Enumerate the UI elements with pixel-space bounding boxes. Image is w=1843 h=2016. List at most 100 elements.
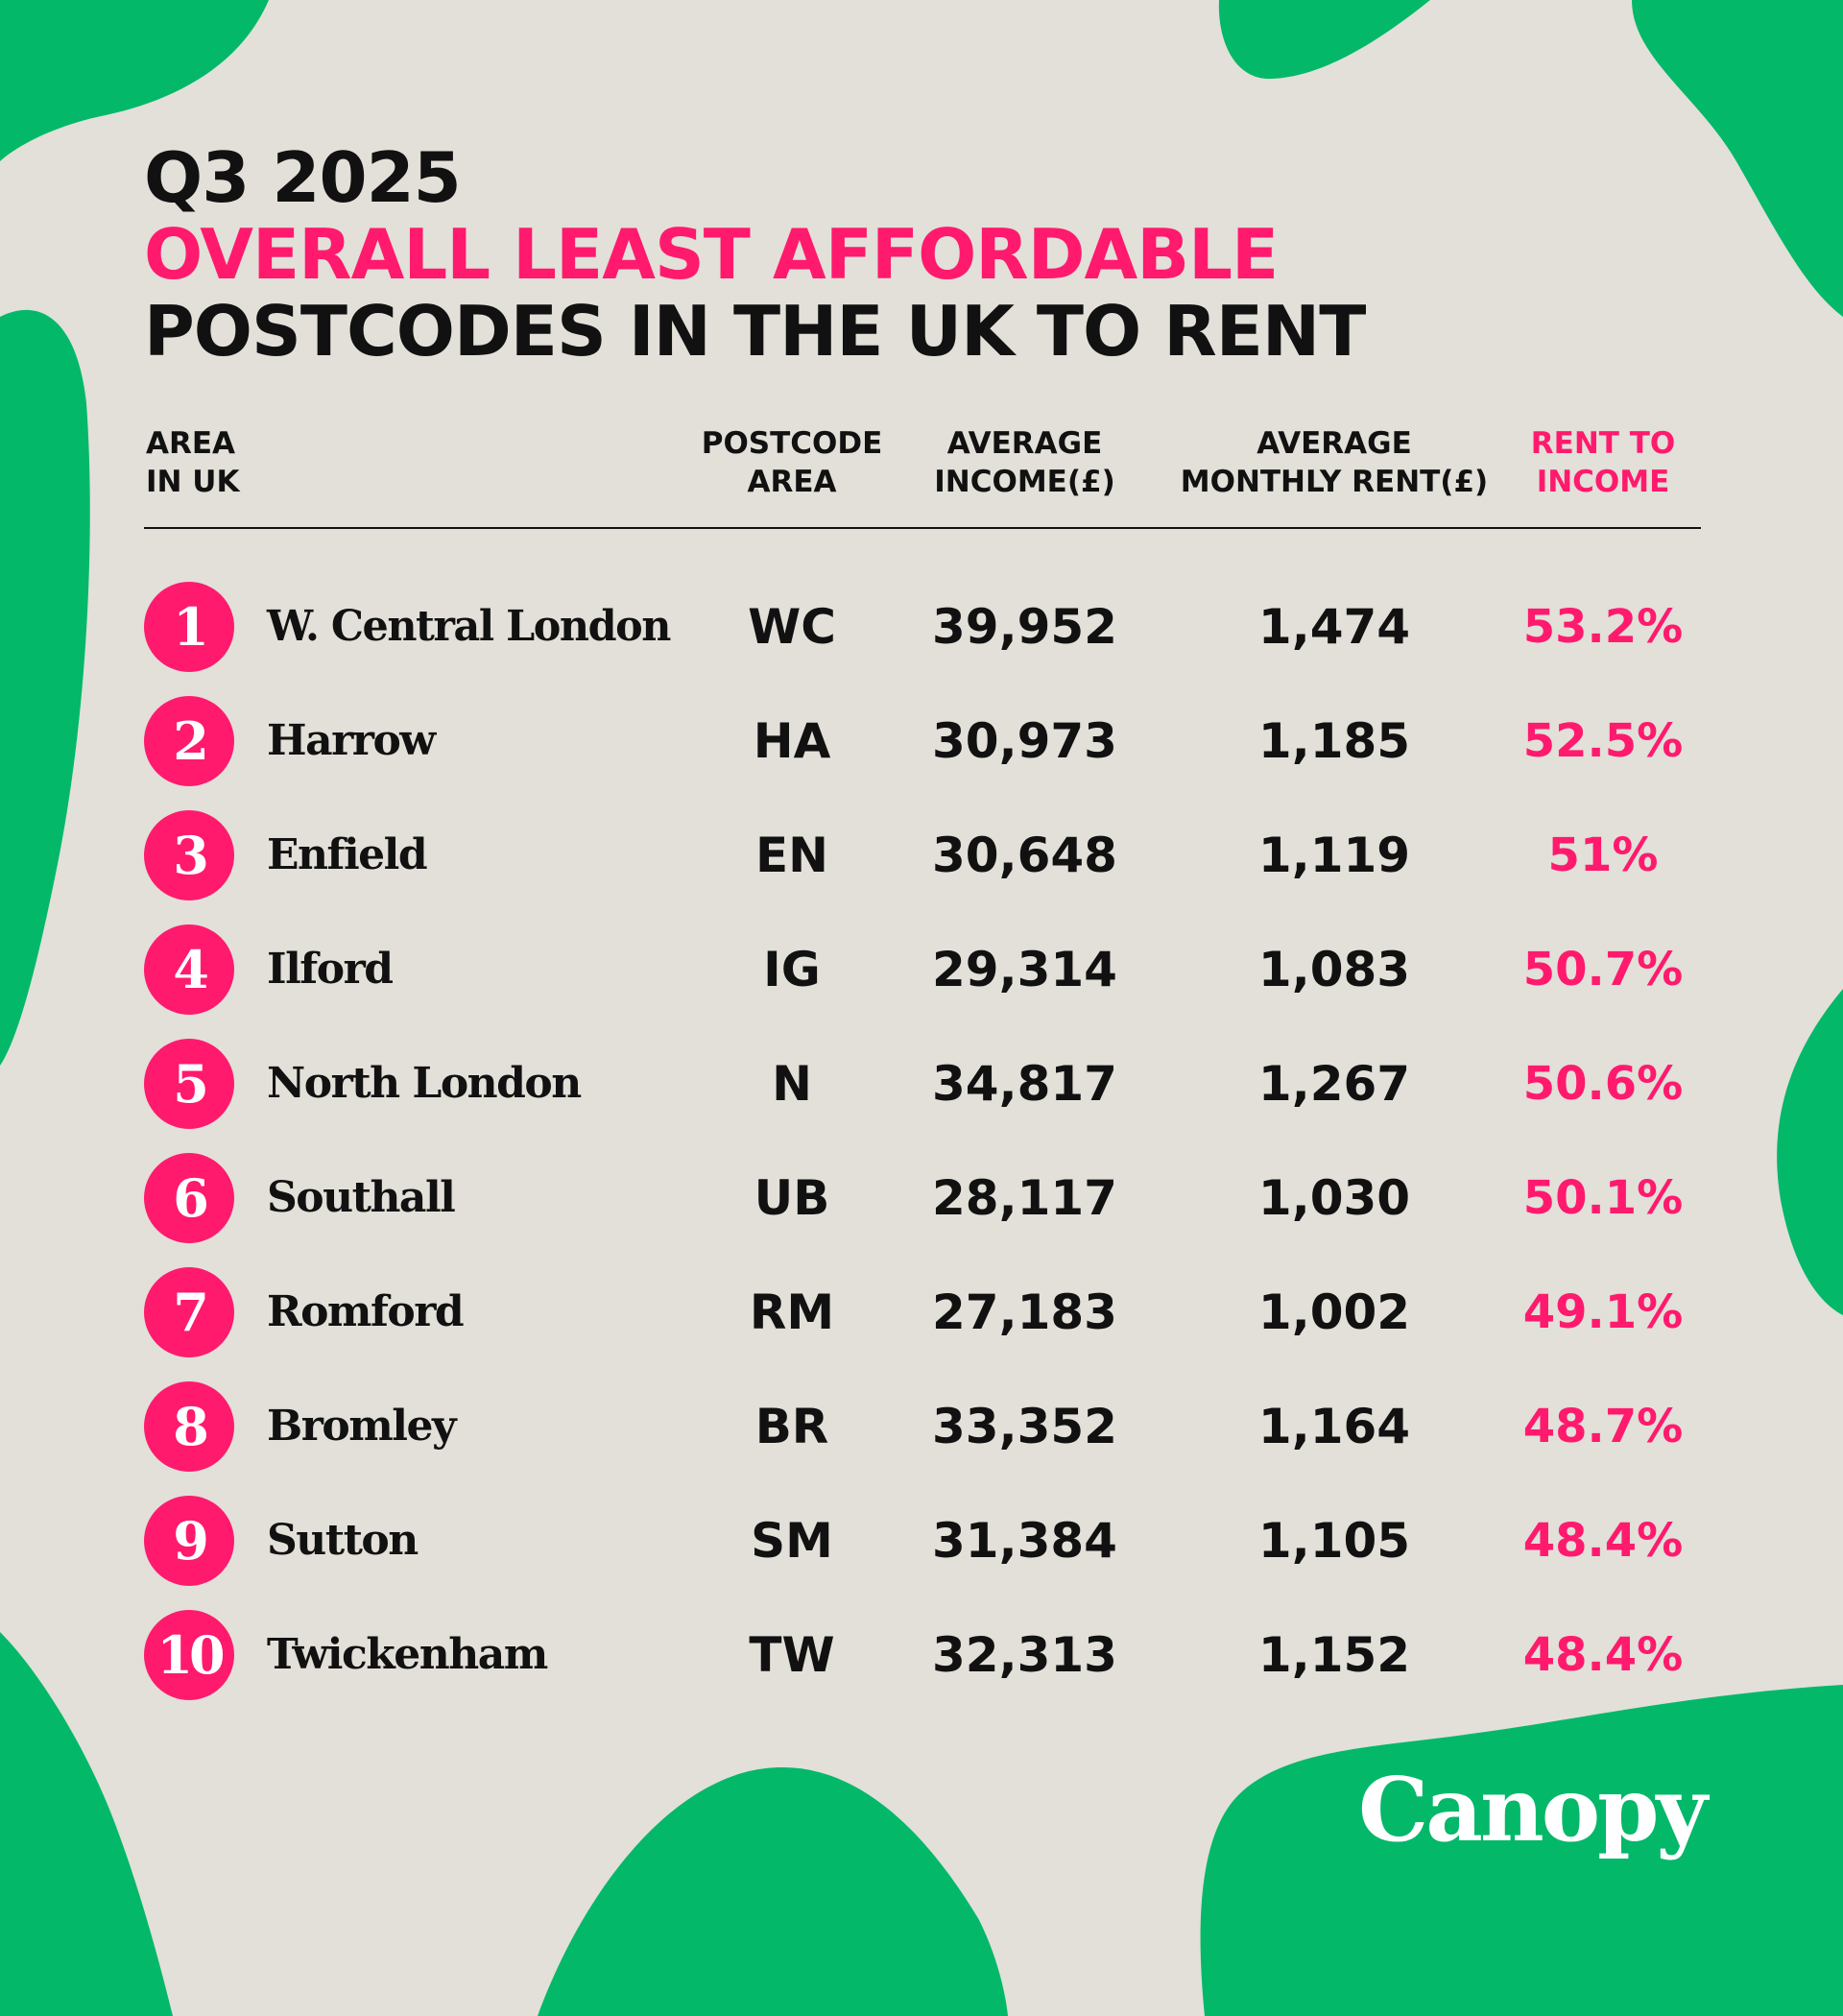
postcode-cell: WC [748, 599, 836, 655]
rent-cell: 1,002 [1257, 1284, 1411, 1340]
area-name: Twickenham [267, 1630, 548, 1679]
income-cell: 33,352 [932, 1399, 1117, 1454]
area-name: Enfield [267, 830, 428, 879]
header-income: AVERAGE INCOME(£) [902, 424, 1147, 501]
rent-to-income-cell: 48.7% [1522, 1400, 1684, 1453]
header-postcode-line1: POSTCODE [701, 426, 883, 461]
blob-top-right [1632, 0, 1843, 317]
title-year: Q3 2025 [144, 137, 462, 218]
rank-badge: 3 [144, 810, 234, 900]
table-row: 9 Sutton SM 31,384 1,105 48.4% [0, 1493, 1843, 1589]
title-subject: POSTCODES IN THE UK TO RENT [144, 291, 1366, 372]
blob-left [0, 309, 90, 1067]
header-rent-line2: MONTHLY RENT(£) [1180, 465, 1489, 499]
rent-to-income-cell: 50.6% [1522, 1057, 1684, 1111]
rank-badge: 8 [144, 1381, 234, 1472]
header-rti-line1: RENT TO [1530, 426, 1676, 461]
rank-badge: 4 [144, 924, 234, 1015]
table-row: 5 North London N 34,817 1,267 50.6% [0, 1036, 1843, 1132]
rank-badge: 2 [144, 696, 234, 786]
postcode-cell: SM [751, 1513, 833, 1569]
table-row: 6 Southall UB 28,117 1,030 50.1% [0, 1150, 1843, 1246]
rent-to-income-cell: 53.2% [1522, 600, 1684, 654]
table-row: 1 W. Central London WC 39,952 1,474 53.2% [0, 579, 1843, 675]
header-postcode: POSTCODE AREA [682, 424, 902, 501]
header-postcode-line2: AREA [747, 465, 837, 499]
rank-badge: 6 [144, 1153, 234, 1243]
blob-top-left [0, 0, 269, 161]
rent-to-income-cell: 52.5% [1522, 714, 1684, 768]
area-name: Romford [267, 1287, 465, 1336]
income-cell: 30,973 [932, 713, 1117, 769]
table-row: 7 Romford RM 27,183 1,002 49.1% [0, 1264, 1843, 1360]
postcode-cell: RM [749, 1284, 835, 1340]
header-income-line2: INCOME(£) [934, 465, 1115, 499]
income-cell: 31,384 [932, 1513, 1117, 1569]
income-cell: 29,314 [932, 942, 1117, 997]
table-row: 2 Harrow HA 30,973 1,185 52.5% [0, 693, 1843, 789]
header-income-line1: AVERAGE [946, 426, 1103, 461]
blob-bottom-right [1200, 1685, 1843, 2016]
blob-top-center [1218, 0, 1430, 80]
postcode-cell: HA [753, 713, 831, 769]
postcode-cell: TW [749, 1627, 835, 1683]
rank-badge: 7 [144, 1267, 234, 1357]
rank-badge: 1 [144, 582, 234, 672]
income-cell: 27,183 [932, 1284, 1117, 1340]
income-cell: 28,117 [932, 1170, 1117, 1226]
income-cell: 39,952 [932, 599, 1117, 655]
table-row: 3 Enfield EN 30,648 1,119 51% [0, 807, 1843, 903]
income-cell: 30,648 [932, 828, 1117, 883]
area-name: North London [267, 1059, 582, 1108]
postcode-cell: UB [754, 1170, 830, 1226]
header-area: AREA IN UK [146, 424, 530, 501]
area-name: Sutton [267, 1516, 419, 1565]
rent-to-income-cell: 51% [1547, 828, 1659, 882]
area-name: Ilford [267, 945, 394, 994]
header-rti-line2: INCOME [1536, 465, 1670, 499]
area-name: W. Central London [267, 602, 671, 651]
table-row: 10 Twickenham TW 32,313 1,152 48.4% [0, 1607, 1843, 1703]
area-name: Bromley [267, 1402, 457, 1451]
rank-badge: 9 [144, 1496, 234, 1586]
rent-to-income-cell: 49.1% [1522, 1285, 1684, 1339]
header-divider [144, 527, 1701, 529]
income-cell: 34,817 [932, 1056, 1117, 1112]
rent-cell: 1,119 [1257, 828, 1411, 883]
postcode-cell: BR [754, 1399, 829, 1454]
area-name: Southall [267, 1173, 456, 1222]
title-highlight: OVERALL LEAST AFFORDABLE [144, 214, 1279, 295]
rent-cell: 1,474 [1257, 599, 1411, 655]
rent-cell: 1,105 [1257, 1513, 1411, 1569]
postcode-cell: IG [763, 942, 821, 997]
rank-badge: 10 [144, 1610, 234, 1700]
table-row: 4 Ilford IG 29,314 1,083 50.7% [0, 922, 1843, 1018]
postcode-cell: EN [754, 828, 828, 883]
postcode-cell: N [772, 1056, 812, 1112]
canopy-logo: Canopy [1358, 1758, 1708, 1861]
rent-cell: 1,267 [1257, 1056, 1411, 1112]
rent-cell: 1,083 [1257, 942, 1411, 997]
rent-cell: 1,152 [1257, 1627, 1411, 1683]
rent-cell: 1,030 [1257, 1170, 1411, 1226]
blob-bottom-center [538, 1766, 1008, 2016]
rent-cell: 1,164 [1257, 1399, 1411, 1454]
rent-cell: 1,185 [1257, 713, 1411, 769]
rent-to-income-cell: 48.4% [1522, 1514, 1684, 1568]
header-area-line2: IN UK [146, 465, 240, 499]
header-area-line1: AREA [146, 426, 236, 461]
rent-to-income-cell: 50.7% [1522, 943, 1684, 996]
header-rent: AVERAGE MONTHLY RENT(£) [1147, 424, 1521, 501]
rent-to-income-cell: 48.4% [1522, 1628, 1684, 1682]
blob-right [1777, 989, 1843, 1315]
income-cell: 32,313 [932, 1627, 1117, 1683]
area-name: Harrow [267, 716, 436, 765]
blob-bottom-left [0, 1632, 173, 2016]
table-row: 8 Bromley BR 33,352 1,164 48.7% [0, 1379, 1843, 1475]
header-rent-to-income: RENT TO INCOME [1512, 424, 1694, 501]
rank-badge: 5 [144, 1039, 234, 1129]
header-rent-line1: AVERAGE [1257, 426, 1412, 461]
rent-to-income-cell: 50.1% [1522, 1171, 1684, 1225]
